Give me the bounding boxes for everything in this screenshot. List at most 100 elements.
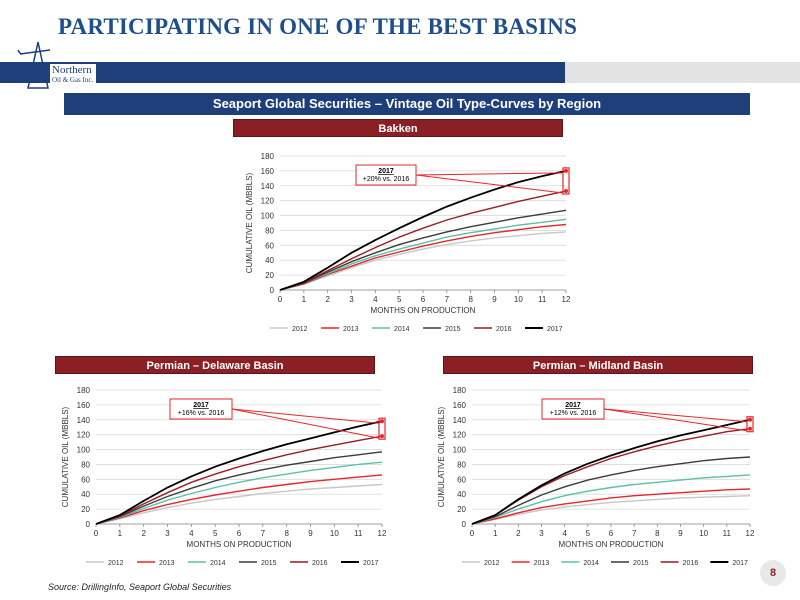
series-line-2014 (279, 218, 567, 291)
y-tick-label: 0 (270, 286, 275, 295)
y-tick-label: 40 (457, 490, 466, 499)
callout-box (169, 398, 233, 420)
y-tick-label: 160 (261, 167, 275, 176)
x-tick-label: 2 (516, 529, 521, 538)
legend-label-2015: 2015 (261, 560, 277, 567)
callout-text: +20% vs. 2016 (363, 176, 410, 183)
callout-arrow (415, 172, 564, 176)
x-tick-label: 10 (699, 529, 708, 538)
callout-title: 2017 (565, 402, 581, 409)
x-tick-label: 3 (539, 529, 544, 538)
legend-label-2015: 2015 (445, 326, 461, 333)
series-line-2015 (471, 456, 751, 525)
series-line-2013 (279, 223, 567, 291)
x-tick-label: 9 (308, 529, 313, 538)
x-tick-label: 11 (723, 529, 732, 538)
series-line-2014 (95, 461, 383, 525)
header-band-right (565, 62, 800, 83)
series-line-2017 (279, 170, 567, 291)
y-tick-label: 180 (261, 152, 275, 161)
x-tick-label: 10 (330, 529, 339, 538)
callout-arrow (231, 408, 380, 439)
y-tick-label: 120 (77, 431, 91, 440)
series-line-2013 (95, 474, 383, 525)
callout-arrow (415, 174, 564, 194)
y-tick-label: 40 (81, 490, 90, 499)
series-line-2017 (95, 420, 383, 525)
y-axis-title: CUMULATIVE OIL (MBBLS) (61, 406, 70, 507)
y-tick-label: 20 (457, 505, 466, 514)
legend-label-2016: 2016 (312, 560, 328, 567)
x-tick-label: 9 (492, 295, 497, 304)
y-tick-label: 0 (86, 520, 91, 529)
x-tick-label: 9 (678, 529, 683, 538)
callout-arrow (231, 408, 380, 424)
y-tick-label: 40 (265, 256, 274, 265)
legend-label-2017: 2017 (732, 560, 748, 567)
legend-label-2014: 2014 (394, 326, 410, 333)
x-tick-label: 12 (378, 529, 387, 538)
y-tick-label: 100 (77, 446, 91, 455)
series-line-2012 (471, 495, 751, 525)
x-tick-label: 11 (538, 295, 547, 304)
x-tick-label: 7 (445, 295, 450, 304)
callout-arrow (603, 408, 748, 432)
bakken-chart: 0 20 40 60 80 100 120 140 160 180 0 1 2 3 4 5 6 7 8 9 10 11 12… (228, 140, 573, 340)
y-tick-label: 80 (81, 460, 90, 469)
x-tick-label: 5 (213, 529, 218, 538)
x-tick-label: 3 (165, 529, 170, 538)
x-tick-label: 4 (562, 529, 567, 538)
y-tick-label: 140 (261, 182, 275, 191)
page-number: 8 (760, 560, 786, 586)
y-tick-label: 160 (77, 401, 91, 410)
x-tick-label: 10 (514, 295, 523, 304)
legend-label-2016: 2016 (683, 560, 699, 567)
x-tick-label: 4 (189, 529, 194, 538)
series-line-2017 (471, 418, 751, 525)
y-tick-label: 120 (453, 431, 467, 440)
x-tick-label: 12 (746, 529, 755, 538)
y-axis-title: CUMULATIVE OIL (MBBLS) (245, 172, 254, 273)
y-tick-label: 120 (261, 197, 275, 206)
legend-label-2017: 2017 (363, 560, 379, 567)
x-tick-label: 7 (261, 529, 266, 538)
chart-header-bakken: Bakken (233, 119, 563, 137)
callout-marker (564, 168, 568, 173)
page-title: PARTICIPATING IN ONE OF THE BEST BASINS (58, 14, 578, 39)
legend-label-2013: 2013 (534, 560, 550, 567)
x-tick-label: 2 (141, 529, 146, 538)
callout-marker (748, 426, 752, 431)
subtitle-banner: Seaport Global Securities – Vintage Oil … (64, 93, 750, 115)
callout-marker (748, 417, 752, 422)
company-logo-text: Northern Oil & Gas Inc. (50, 64, 97, 86)
callout-marker (564, 188, 568, 193)
x-axis-title: MONTHS ON PRODUCTION (559, 540, 664, 549)
callout-marker (380, 419, 384, 424)
x-tick-label: 8 (655, 529, 660, 538)
x-tick-label: 0 (470, 529, 475, 538)
series-line-2012 (95, 483, 383, 525)
y-tick-label: 20 (265, 271, 274, 280)
callout-bracket (746, 416, 754, 433)
logo-subtitle: Oil & Gas Inc. (52, 76, 94, 84)
callout-text: +12% vs. 2016 (550, 410, 597, 417)
legend-label-2012: 2012 (292, 326, 308, 333)
x-tick-label: 5 (397, 295, 402, 304)
logo-name: Northern (52, 64, 92, 76)
chart-header-delaware: Permian – Delaware Basin (55, 356, 375, 374)
y-tick-label: 60 (81, 475, 90, 484)
midland-chart: 0 20 40 60 80 100 120 140 160 180 0 1 2 3 4 5 6 7 8 9 10 11 12… (415, 378, 760, 578)
y-tick-label: 140 (77, 416, 91, 425)
series-line-2016 (95, 435, 383, 525)
y-tick-label: 180 (77, 386, 91, 395)
callout-box (541, 398, 605, 420)
delaware-chart: 0 20 40 60 80 100 120 140 160 180 0 1 2 3 4 5 6 7 8 9 10 11 12… (40, 378, 390, 578)
legend-label-2013: 2013 (343, 326, 359, 333)
x-tick-label: 11 (354, 529, 363, 538)
y-tick-label: 140 (453, 416, 467, 425)
callout-arrow (603, 408, 748, 423)
callout-bracket (562, 167, 570, 195)
x-tick-label: 5 (586, 529, 591, 538)
series-line-2014 (471, 474, 751, 525)
